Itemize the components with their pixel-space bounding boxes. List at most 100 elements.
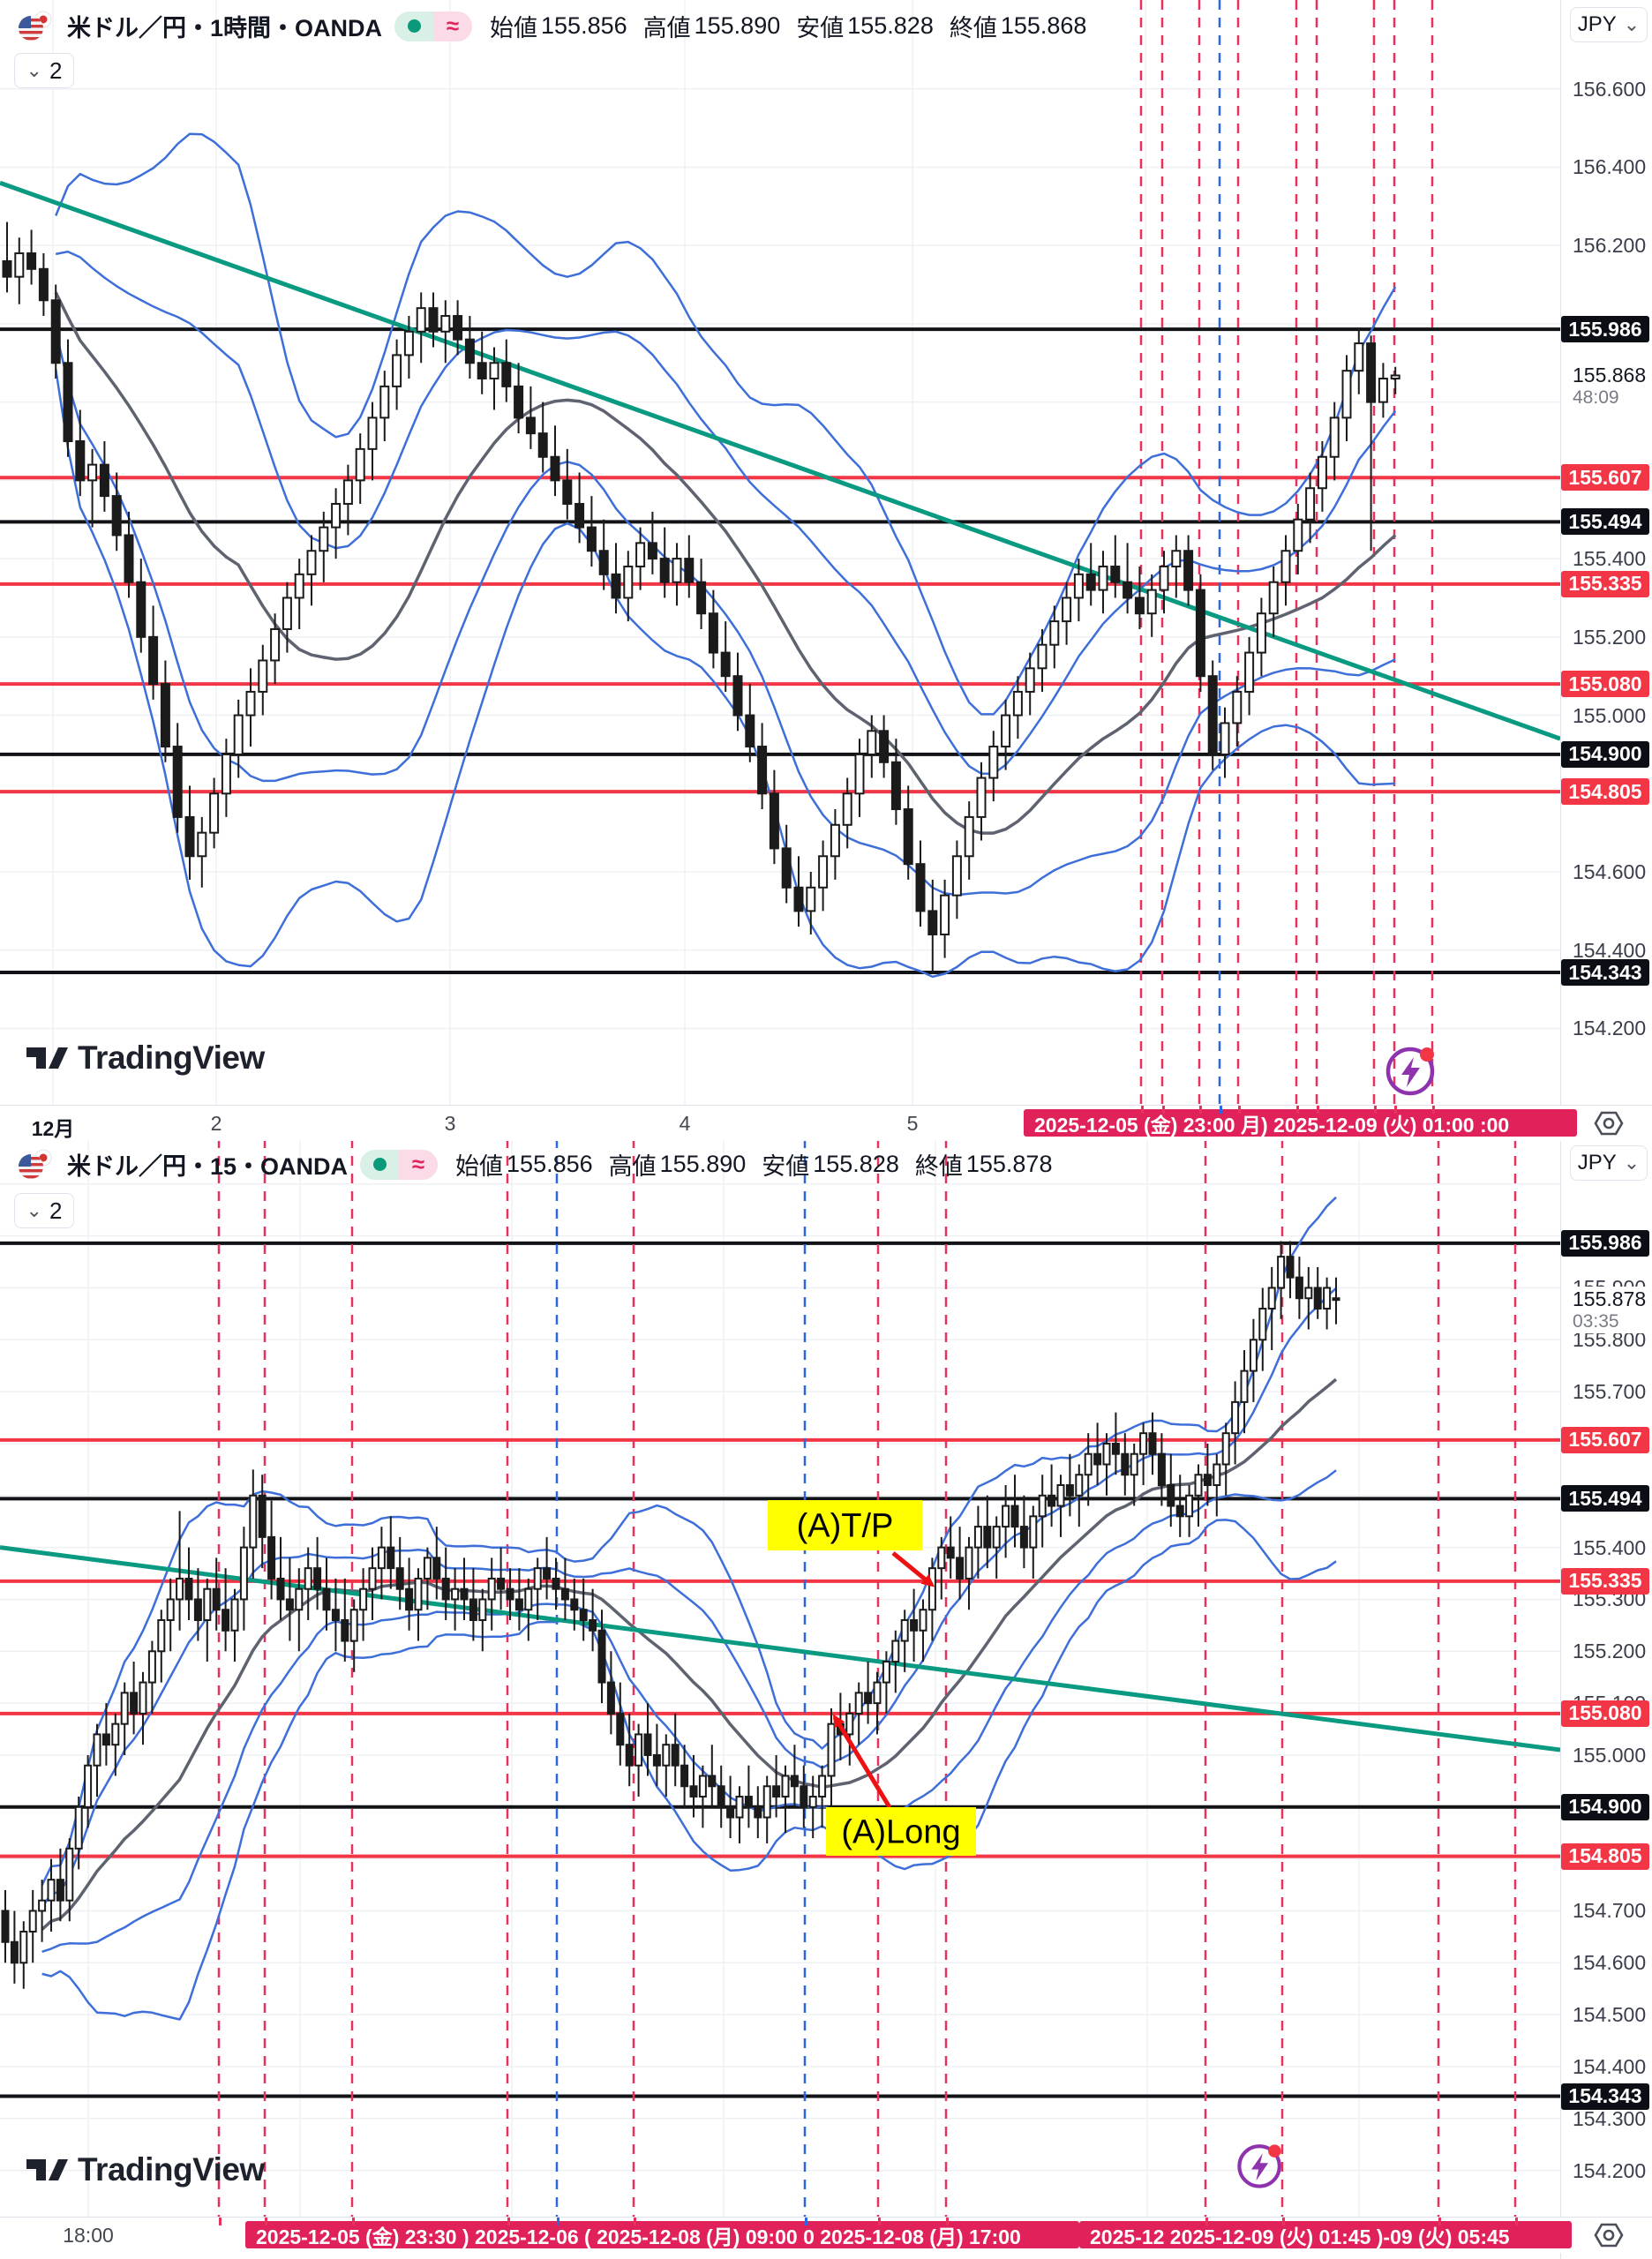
price-level-badge: 155.494: [1561, 508, 1649, 536]
price-tick: 155.200: [1573, 1640, 1647, 1663]
currency-scale-button-1h[interactable]: JPY ⌄: [1570, 7, 1648, 42]
price-level-badge: 155.986: [1561, 1229, 1649, 1257]
session-date-badge: 2025-12-05 (金) 23:30 ) 2025-12-06 ( 2025…: [245, 2221, 1079, 2248]
price-tick: 155.200: [1573, 625, 1647, 649]
price-level-badge: 155.494: [1561, 1485, 1649, 1512]
candlestick-chart-15m[interactable]: (A)T/P (A)Long: [0, 1138, 1560, 2217]
session-tick-blue: [805, 2218, 807, 2225]
market-open-dot-icon: [394, 11, 434, 41]
session-tick-blue: [1220, 1106, 1222, 1114]
current-price-label: 155.868 48:09: [1564, 363, 1652, 409]
time-axis-label: 4: [679, 1112, 691, 1135]
session-tick-red: [1438, 2218, 1441, 2225]
session-tick-red: [1141, 1106, 1144, 1114]
candles-1h: [2, 221, 1400, 974]
tradingview-logo[interactable]: TradingView: [26, 1039, 265, 1077]
currency-scale-button-15m[interactable]: JPY ⌄: [1570, 1145, 1648, 1181]
price-tick: 154.400: [1573, 2054, 1647, 2078]
axis-settings-gear-icon[interactable]: [1593, 1108, 1625, 1143]
price-tick: 156.600: [1573, 77, 1647, 101]
session-tick-red: [1296, 1106, 1299, 1114]
chevron-down-icon: ⌄: [26, 59, 42, 81]
session-tick-red: [1205, 2218, 1208, 2225]
session-tick-red: [1432, 1106, 1435, 1114]
symbol-title-1h[interactable]: 米ドル／円・1時間・OANDA: [67, 15, 383, 41]
ohlc-readout-15m: 始値 155.856 高値 155.890 安値 155.828 終値 155.878: [455, 1151, 1053, 1180]
symbol-title-15m[interactable]: 米ドル／円・15・OANDA: [67, 1153, 349, 1180]
session-tick-red: [946, 2218, 949, 2225]
chevron-down-icon: ⌄: [1623, 13, 1641, 35]
price-tick: 154.500: [1573, 2003, 1647, 2027]
price-level-badge: 155.335: [1561, 570, 1649, 597]
session-tick-red: [878, 2218, 881, 2225]
svg-text:(A)T/P: (A)T/P: [797, 1508, 894, 1545]
time-axis-label: 18:00: [63, 2224, 114, 2247]
price-tick: 154.200: [1573, 2158, 1647, 2182]
price-tick: 155.000: [1573, 703, 1647, 727]
price-tick: 154.300: [1573, 2106, 1647, 2130]
price-level-badge: 154.900: [1561, 740, 1649, 768]
session-tick-red: [1374, 1106, 1377, 1114]
current-price: 155.878: [1573, 1287, 1647, 1311]
ohlc-readout-1h: 始値 155.856 高値 155.890 安値 155.828 終値 155.868: [490, 12, 1087, 41]
indicator-count: 2: [49, 56, 63, 84]
price-level-badge: 155.607: [1561, 464, 1649, 492]
indicator-count: 2: [49, 1197, 63, 1224]
market-status-pill[interactable]: ≈: [394, 11, 473, 41]
annotation-along[interactable]: (A)Long: [826, 1714, 976, 1856]
annotation-atp[interactable]: (A)T/P: [768, 1500, 935, 1587]
price-tick: 154.600: [1573, 1951, 1647, 1975]
tradingview-logo-icon: [26, 2159, 68, 2180]
chart-header-1h: 米ドル／円・1時間・OANDA ≈ 始値 155.856 高値 155.890 安値…: [16, 9, 1099, 43]
indicator-collapse-button-15m[interactable]: ⌄ 2: [14, 1193, 74, 1228]
session-tick-red: [507, 2218, 510, 2225]
price-level-badge: 155.607: [1561, 1426, 1649, 1453]
bar-countdown: 48:09: [1573, 387, 1619, 408]
price-level-badge: 154.805: [1561, 778, 1649, 806]
time-axis-1h[interactable]: 12月 2 3 4 5 2025-12-05 (金) 23:00 月) 2025-12-0…: [0, 1105, 1652, 1141]
session-tick-blue: [557, 2218, 559, 2225]
chevron-down-icon: ⌄: [1623, 1152, 1641, 1174]
approx-equal-icon: ≈: [399, 1149, 439, 1180]
events-lightning-icon[interactable]: [1234, 2139, 1287, 2196]
tradingview-logo[interactable]: TradingView: [26, 2151, 265, 2188]
current-price: 155.868: [1573, 364, 1647, 387]
price-tick: 154.600: [1573, 860, 1647, 884]
chevron-down-icon: ⌄: [26, 1199, 42, 1221]
session-date-badge: 2025-12-05 (金) 23:00 月) 2025-12-09 (火) 0…: [1024, 1109, 1577, 1137]
price-level-badge: 155.080: [1561, 1700, 1649, 1727]
price-level-badge: 155.986: [1561, 316, 1649, 343]
svg-text:(A)Long: (A)Long: [841, 1814, 960, 1851]
time-axis-label: 3: [444, 1112, 456, 1135]
session-tick-red: [1238, 1106, 1241, 1114]
time-axis-label: 12月: [31, 1117, 75, 1140]
candles-15m: [1, 1241, 1340, 1989]
price-level-badge: 154.343: [1561, 959, 1649, 987]
price-tick: 156.200: [1573, 234, 1647, 258]
price-tick: 155.700: [1573, 1380, 1647, 1404]
session-tick-red: [634, 2218, 636, 2225]
indicator-collapse-button-1h[interactable]: ⌄ 2: [14, 53, 74, 88]
session-tick-red: [1282, 2218, 1285, 2225]
market-status-pill[interactable]: ≈: [360, 1149, 439, 1180]
time-axis-15m[interactable]: 18:00 2025-12-05 (金) 23:30 ) 2025-12-06 (…: [0, 2217, 1652, 2253]
chart-header-15m: 米ドル／円・15・OANDA ≈ 始値 155.856 高値 155.890 安値 1…: [16, 1147, 1064, 1182]
session-date-badge: 2025-12 2025-12-09 (火) 01:45 )-09 (火) 05…: [1079, 2221, 1572, 2248]
session-tick-red: [265, 2218, 267, 2225]
bar-countdown: 03:35: [1573, 1310, 1619, 1332]
usdjpy-flag-icon: [16, 10, 55, 43]
approx-equal-icon: ≈: [433, 11, 473, 41]
tradingview-logo-icon: [26, 1047, 68, 1069]
price-level-badge: 155.080: [1561, 671, 1649, 698]
session-tick-red: [219, 2218, 222, 2225]
price-tick: 155.400: [1573, 1535, 1647, 1559]
time-axis-label: 5: [906, 1112, 919, 1135]
events-lightning-icon[interactable]: [1382, 1041, 1440, 1104]
axis-settings-gear-icon[interactable]: [1593, 2220, 1625, 2255]
price-tick: 155.000: [1573, 1743, 1647, 1767]
candlestick-chart-1h[interactable]: [0, 0, 1560, 1105]
session-tick-red: [1317, 1106, 1319, 1114]
session-tick-red: [1394, 1106, 1397, 1114]
price-level-badge: 154.900: [1561, 1793, 1649, 1820]
